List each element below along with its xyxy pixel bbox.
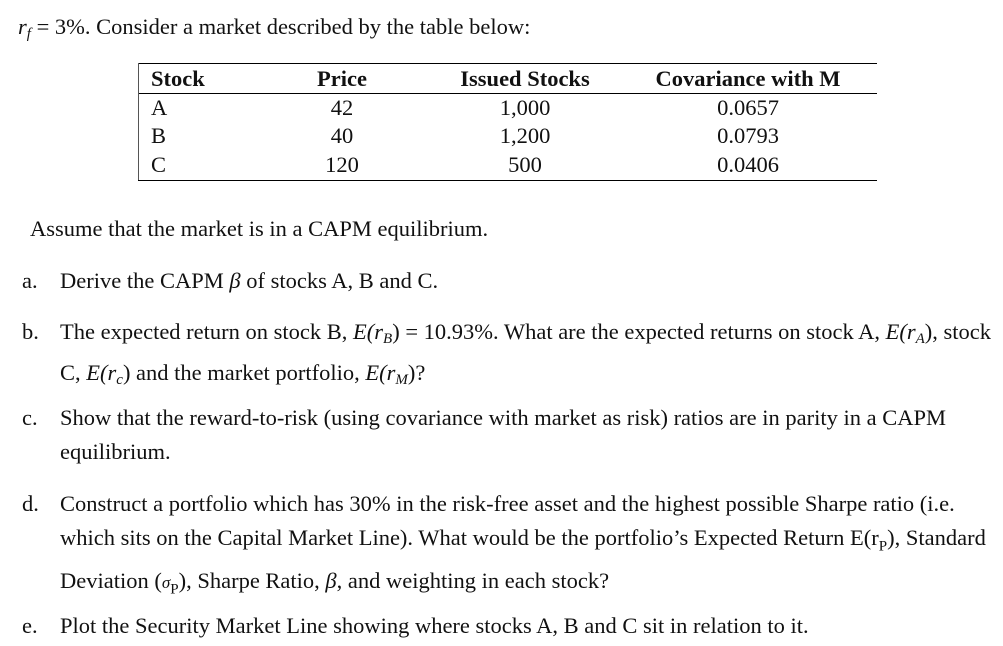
cell-price: 120 [253,150,431,181]
math-sub: A [915,331,925,347]
intro-text: = 3%. Consider a market described by the… [30,14,531,39]
header-price: Price [317,66,367,91]
text-run: )? [407,360,426,385]
question-e: e. Plot the Security Market Line showing… [22,609,992,643]
sigma-symbol: σ [161,572,171,592]
math-era: E(rA [885,319,925,347]
cell-covariance: 0.0406 [619,150,877,181]
math-run: E(r [365,360,396,385]
question-text: Derive the CAPM β of stocks A, B and C. [60,264,992,298]
market-table: Stock Price Issued Stocks Covariance wit… [138,63,877,181]
question-label: a. [22,268,38,293]
rf-subscript: f [26,26,31,42]
question-c: c. Show that the reward-to-risk (using c… [22,401,992,469]
question-text: Construct a portfolio which has 30% in t… [60,487,992,606]
text-run: ), Sharpe Ratio, [178,567,326,593]
question-text: The expected return on stock B, E(rB) = … [60,315,992,397]
text-run: , and weighting in each stock? [336,567,610,593]
math-sub: c [116,372,123,388]
text-run: ), Standard Deviation ( [60,525,986,593]
question-b: b. The expected return on stock B, E(rB)… [22,315,992,397]
math-sub: P [878,538,888,555]
cell-issued: 1,200 [499,123,551,148]
cell-price: 40 [330,123,354,148]
header-issued-stocks: Issued Stocks [460,66,590,91]
math-sub: B [383,331,393,347]
text-run: of stocks A, B and C. [240,268,439,293]
text-run: ), stock C, [60,319,991,385]
cell-covariance: 0.0657 [717,95,779,120]
beta-symbol: β [229,268,241,293]
question-text: Plot the Security Market Line showing wh… [60,613,809,638]
question-label: d. [22,491,39,516]
cell-stock: C [138,150,253,181]
table-row: A 42 1,000 0.0657 [138,93,878,122]
table-row: B 40 1,200 0.0793 [138,122,878,150]
math-erb: E(rB [353,319,393,347]
rf-symbol: r [18,14,27,39]
question-label: c. [22,405,38,430]
math-erm: E(rM [365,360,408,388]
math-run: E(r [86,360,117,385]
cell-stock: A [138,93,253,122]
cell-covariance: 0.0793 [717,123,779,148]
text-run: ) = 10.93%. What are the expected return… [392,319,886,344]
header-stock: Stock [138,63,253,94]
cell-issued: 500 [431,150,619,181]
table-row: C 120 500 0.0406 [138,150,877,181]
math-run: E(r [353,319,384,344]
cell-issued: 1,000 [499,95,551,120]
text-run: Derive the CAPM [60,268,230,293]
cell-price: 42 [330,95,354,120]
text-run: Construct a portfolio which has 30% in t… [60,491,955,550]
assumption-text: Assume that the market is in a CAPM equi… [30,216,489,241]
question-label: e. [22,613,38,638]
question-label: b. [22,319,39,344]
question-d: d. Construct a portfolio which has 30% i… [22,487,992,606]
table-header-row: Stock Price Issued Stocks Covariance wit… [138,63,877,94]
math-sub: M [395,372,408,388]
intro-line: rf = 3%. Consider a market described by … [18,12,530,49]
header-covariance: Covariance with M [655,66,841,91]
math-sub: P [170,581,179,597]
math-run: E(r [885,319,916,344]
beta-symbol: β [325,567,337,593]
math-erc: E(rc [86,360,123,388]
question-text: Show that the reward-to-risk (using cova… [60,405,947,464]
text-run: ) and the market portfolio, [122,360,366,385]
cell-stock: B [138,122,253,150]
text-run: The expected return on stock B, [60,319,354,344]
question-a: a. Derive the CAPM β of stocks A, B and … [22,264,992,298]
